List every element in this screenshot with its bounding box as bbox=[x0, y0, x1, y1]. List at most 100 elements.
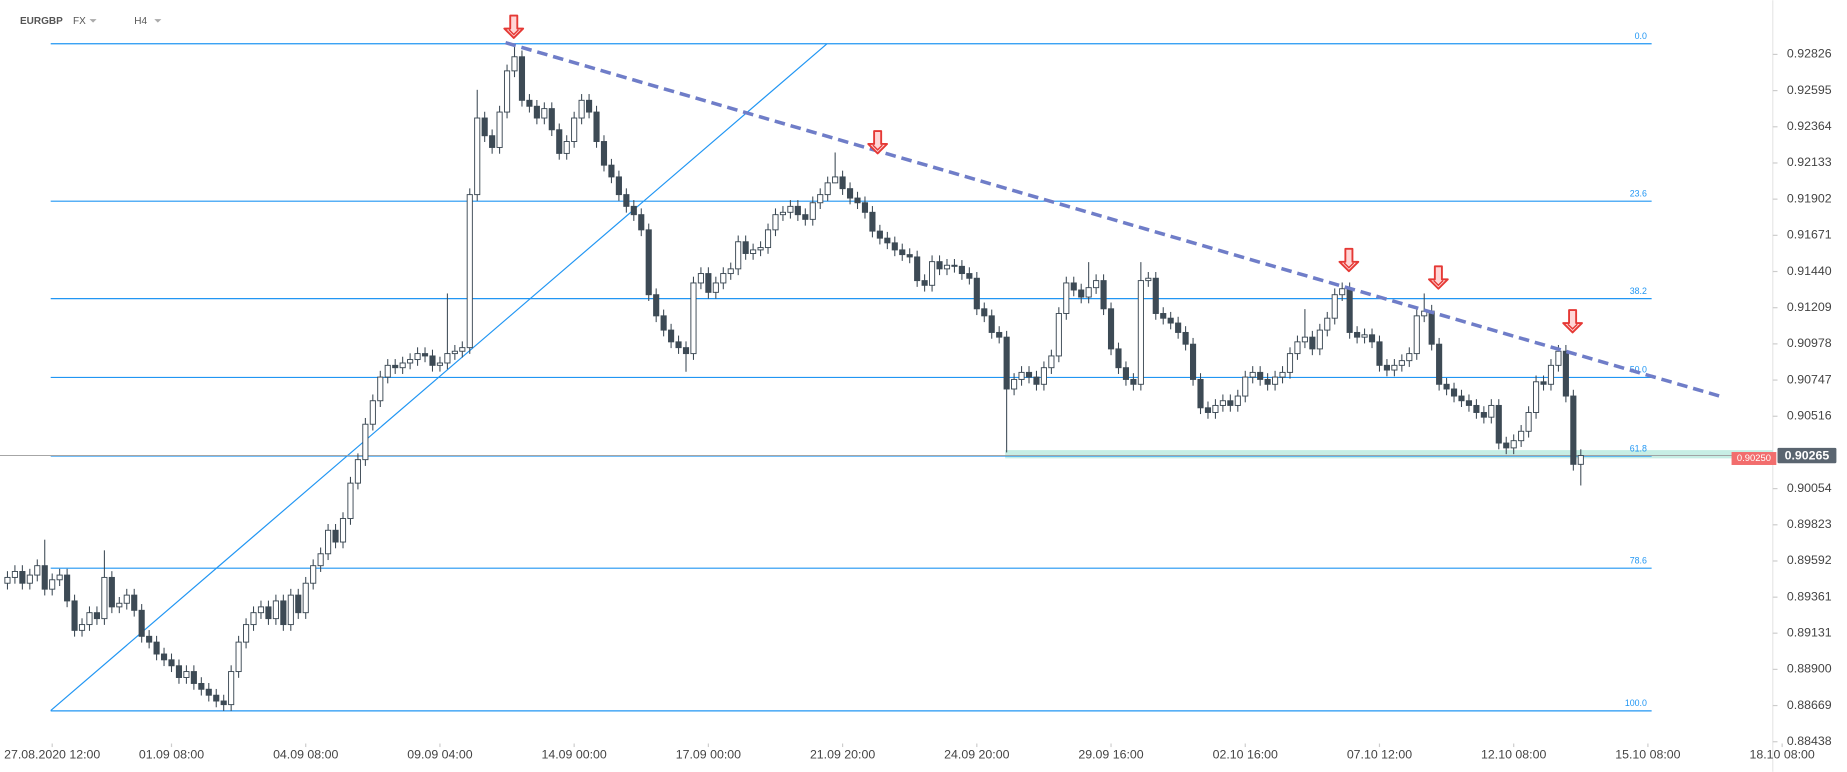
candle-body bbox=[108, 576, 115, 608]
candle-body bbox=[4, 576, 11, 584]
candle-body bbox=[1048, 355, 1055, 369]
candle-body bbox=[1480, 412, 1487, 418]
candle-body bbox=[1458, 395, 1465, 402]
candle-body bbox=[779, 211, 787, 216]
candle-body bbox=[1234, 395, 1241, 406]
candle-body bbox=[175, 665, 183, 678]
x-tick-label: 04.09 08:00 bbox=[273, 748, 338, 762]
candle-body bbox=[1175, 322, 1182, 333]
candle-body bbox=[56, 574, 63, 581]
candle-body bbox=[571, 117, 578, 142]
x-tick-label: 27.08.2020 12:00 bbox=[4, 748, 100, 762]
candle-body bbox=[914, 256, 921, 282]
candle-body bbox=[899, 249, 906, 256]
uptrend-line bbox=[50, 43, 828, 712]
candle-body bbox=[705, 273, 712, 293]
fib-label: 100.0 bbox=[1625, 698, 1647, 708]
candle-body bbox=[943, 264, 951, 270]
candle-body bbox=[1272, 376, 1279, 385]
candle-body bbox=[1406, 353, 1413, 362]
candle-body bbox=[1309, 336, 1316, 350]
candle-body bbox=[787, 205, 794, 213]
candle-body bbox=[1107, 308, 1115, 350]
y-tick-label: 0.91902 bbox=[1787, 191, 1832, 205]
candle-body bbox=[451, 350, 458, 355]
candle-body bbox=[526, 99, 533, 107]
support-zone bbox=[1005, 450, 1773, 459]
candle-body bbox=[996, 331, 1003, 338]
candle-body bbox=[854, 197, 861, 204]
candle-body bbox=[802, 214, 809, 220]
x-tick-label: 18.10 08:00 bbox=[1749, 748, 1814, 762]
candle-body bbox=[1085, 287, 1092, 298]
timeframe-caret[interactable] bbox=[154, 19, 162, 23]
candle-body bbox=[1428, 310, 1435, 345]
market-caret[interactable] bbox=[89, 19, 97, 23]
candle-body bbox=[712, 282, 719, 293]
candle-body bbox=[444, 353, 451, 364]
candle-body bbox=[891, 242, 898, 251]
x-tick-label: 01.09 08:00 bbox=[139, 748, 204, 762]
candle-body bbox=[1316, 329, 1323, 350]
candle-body bbox=[593, 111, 600, 142]
candle-body bbox=[1145, 277, 1152, 282]
candle-body bbox=[1197, 378, 1204, 409]
candle-body bbox=[287, 594, 294, 626]
candle-body bbox=[101, 576, 108, 620]
candle-body bbox=[630, 205, 637, 216]
candle-body bbox=[697, 273, 704, 284]
candle-body bbox=[1003, 336, 1010, 390]
candle-body bbox=[1219, 400, 1226, 406]
candle-body bbox=[1189, 343, 1197, 380]
candle-body bbox=[638, 214, 645, 231]
candle-body bbox=[503, 70, 511, 113]
signal-arrow-inner bbox=[508, 29, 519, 36]
candle-body bbox=[846, 188, 854, 199]
candle-body bbox=[1443, 383, 1450, 390]
candle-body bbox=[936, 261, 943, 270]
candle-body bbox=[1383, 364, 1390, 371]
signal-arrow bbox=[1428, 265, 1449, 290]
candle-body bbox=[265, 606, 272, 620]
fib-label: 38.2 bbox=[1630, 286, 1647, 296]
candle-body bbox=[436, 362, 444, 366]
y-tick-label: 0.92826 bbox=[1787, 47, 1832, 61]
candle-body bbox=[153, 641, 160, 655]
candle-body bbox=[1368, 334, 1376, 343]
candle-body bbox=[160, 653, 168, 661]
candle-body bbox=[563, 141, 570, 154]
candle-body bbox=[1286, 353, 1294, 373]
market[interactable]: FX bbox=[73, 16, 86, 27]
y-tick-label: 0.88669 bbox=[1787, 698, 1832, 712]
candle-body bbox=[466, 194, 473, 349]
candle-body bbox=[325, 529, 332, 555]
candle-body bbox=[354, 459, 361, 484]
candle-body bbox=[198, 682, 205, 690]
candle-body bbox=[1294, 341, 1301, 355]
candle-body bbox=[407, 359, 414, 364]
candle-body bbox=[1160, 313, 1167, 319]
candle-body bbox=[168, 659, 175, 667]
y-tick-label: 0.90978 bbox=[1787, 336, 1832, 350]
candle-body bbox=[1249, 371, 1256, 378]
candle-body bbox=[1376, 341, 1383, 366]
candle-body bbox=[1547, 364, 1555, 385]
candle-body bbox=[541, 108, 548, 119]
candle-body bbox=[1018, 371, 1025, 380]
timeframe[interactable]: H4 bbox=[134, 16, 147, 27]
symbol[interactable]: EURGBP bbox=[20, 16, 63, 27]
candle-body bbox=[1227, 400, 1234, 406]
x-tick-label: 12.10 08:00 bbox=[1481, 748, 1546, 762]
candle-body bbox=[228, 671, 235, 706]
candle-body bbox=[1532, 381, 1540, 413]
candle-body bbox=[1413, 315, 1420, 355]
candle-body bbox=[183, 671, 190, 678]
candle-body bbox=[1473, 404, 1480, 413]
candle-body bbox=[1391, 364, 1398, 371]
candle-body bbox=[235, 641, 242, 673]
last-price-box bbox=[1777, 447, 1837, 464]
candle-body bbox=[272, 600, 279, 620]
candle-body bbox=[1257, 371, 1264, 380]
